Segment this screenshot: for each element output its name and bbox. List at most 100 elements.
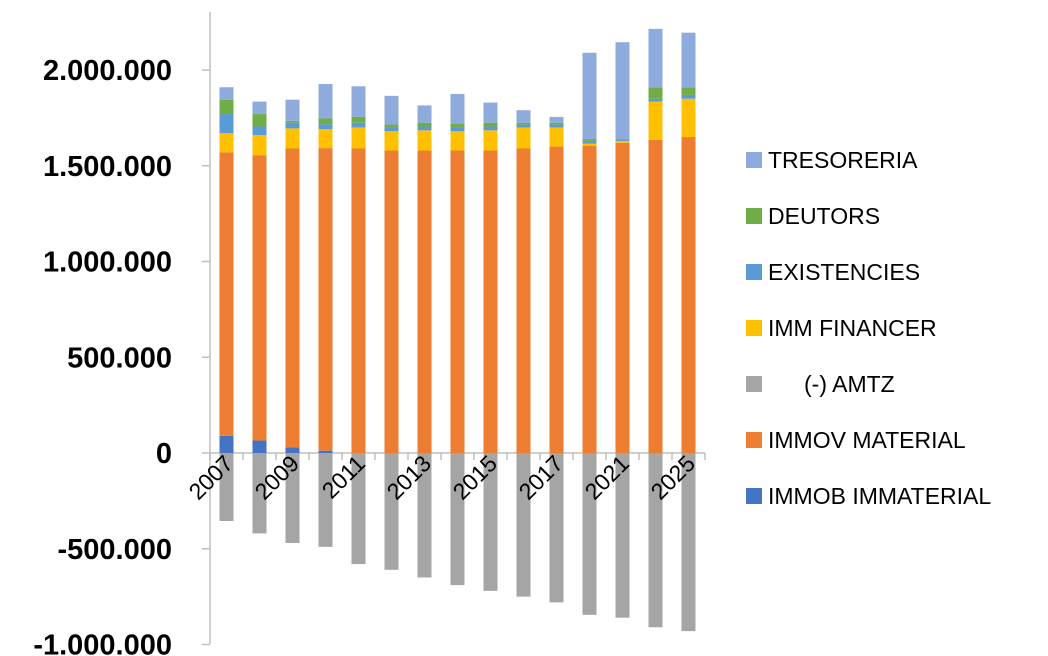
legend-swatch-immov-material <box>746 432 762 448</box>
bar-amtz-2016 <box>516 453 531 597</box>
bar-deutors-2021 <box>615 138 630 140</box>
bar-imm-financer-2011 <box>351 127 366 149</box>
bar-amtz-2015 <box>483 453 498 591</box>
bar-imm-financer-2019 <box>582 143 597 146</box>
bar-amtz-2007 <box>219 453 234 521</box>
legend-swatch-existencies <box>746 264 762 280</box>
legend-label-immov-material: IMMOV MATERIAL <box>768 427 966 453</box>
bar-imm-financer-2014 <box>450 131 465 151</box>
bar-immob-immaterial-2007 <box>219 435 234 453</box>
bar-tresoreria-2021 <box>615 42 630 139</box>
y-tick-label: 0 <box>156 438 172 470</box>
bar-imm-financer-2010 <box>318 128 333 149</box>
bar-immov-material-2019 <box>582 145 597 453</box>
bar-imm-financer-2023 <box>648 101 663 140</box>
bar-amtz-2011 <box>351 453 366 565</box>
bar-tresoreria-2011 <box>351 86 366 117</box>
bar-imm-financer-2017 <box>549 127 564 147</box>
legend-label-amtz: (-) AMTZ <box>804 371 895 397</box>
bar-immov-material-2012 <box>384 150 399 453</box>
y-tick-labels: -1.000.000 -500.000 0 500.000 1.000.000 1.500… <box>33 55 172 656</box>
bar-existencies-2013 <box>417 126 432 131</box>
bar-deutors-2016 <box>516 122 531 125</box>
bar-imm-financer-2012 <box>384 131 399 151</box>
bar-imm-financer-2013 <box>417 130 432 151</box>
bar-tresoreria-2009 <box>285 99 300 121</box>
legend-swatch-deutors <box>746 208 762 224</box>
bar-amtz-2012 <box>384 453 399 570</box>
bar-immov-material-2010 <box>318 148 333 451</box>
bar-existencies-2010 <box>318 124 333 129</box>
bar-amtz-2025 <box>681 453 696 632</box>
bar-deutors-2019 <box>582 138 597 141</box>
bar-amtz-2017 <box>549 453 564 603</box>
bar-immob-immaterial-2009 <box>285 447 300 453</box>
bar-existencies-2017 <box>549 124 564 128</box>
bar-tresoreria-2015 <box>483 102 498 123</box>
bar-existencies-2015 <box>483 126 498 131</box>
bar-imm-financer-2009 <box>285 128 300 149</box>
bar-immov-material-2025 <box>681 137 696 453</box>
legend-label-immob-immaterial: IMMOB IMMATERIAL <box>768 483 991 509</box>
bar-immov-material-2014 <box>450 150 465 453</box>
legend: TRESORERIA DEUTORS EXISTENCIES IMM FINANCER… <box>746 147 991 509</box>
bar-tresoreria-2010 <box>318 83 333 119</box>
bar-existencies-2021 <box>615 139 630 141</box>
bar-immov-material-2016 <box>516 148 531 453</box>
bars <box>219 28 696 632</box>
bar-amtz-2023 <box>648 453 663 628</box>
bar-existencies-2007 <box>219 114 234 134</box>
bar-deutors-2011 <box>351 116 366 123</box>
y-tick-label: 2.000.000 <box>43 55 172 87</box>
bar-immov-material-2009 <box>285 148 300 448</box>
bar-amtz-2008 <box>252 453 267 534</box>
bar-existencies-2025 <box>681 94 696 99</box>
bar-existencies-2016 <box>516 124 531 128</box>
y-tick-label: -1.000.000 <box>33 630 172 656</box>
bar-imm-financer-2008 <box>252 135 267 156</box>
bar-deutors-2009 <box>285 120 300 123</box>
bar-existencies-2011 <box>351 122 366 128</box>
bar-amtz-2009 <box>285 453 300 544</box>
bar-deutors-2012 <box>384 124 399 128</box>
bar-immov-material-2023 <box>648 139 663 453</box>
bar-tresoreria-2023 <box>648 28 663 88</box>
bar-immov-material-2013 <box>417 150 432 453</box>
bar-immov-material-2017 <box>549 146 564 453</box>
bar-deutors-2023 <box>648 87 663 99</box>
bar-existencies-2012 <box>384 127 399 132</box>
bar-tresoreria-2013 <box>417 105 432 123</box>
bar-immov-material-2015 <box>483 150 498 453</box>
bar-deutors-2025 <box>681 87 696 95</box>
bar-amtz-2014 <box>450 453 465 586</box>
legend-swatch-amtz <box>746 376 762 392</box>
legend-label-deutors: DEUTORS <box>768 203 880 229</box>
bar-imm-financer-2007 <box>219 133 234 153</box>
bar-tresoreria-2016 <box>516 110 531 123</box>
bar-tresoreria-2008 <box>252 101 267 115</box>
bar-amtz-2013 <box>417 453 432 578</box>
legend-label-existencies: EXISTENCIES <box>768 259 920 285</box>
bar-existencies-2009 <box>285 122 300 129</box>
bar-immov-material-2008 <box>252 155 267 441</box>
bar-tresoreria-2014 <box>450 93 465 124</box>
bar-deutors-2010 <box>318 118 333 125</box>
bar-deutors-2008 <box>252 114 267 127</box>
bar-existencies-2014 <box>450 127 465 132</box>
bar-existencies-2023 <box>648 98 663 102</box>
bar-tresoreria-2007 <box>219 87 234 100</box>
legend-label-imm-financer: IMM FINANCER <box>768 315 937 341</box>
bar-immob-immaterial-2010 <box>318 450 333 453</box>
bar-imm-financer-2025 <box>681 98 696 138</box>
bar-immov-material-2011 <box>351 148 366 453</box>
bar-immov-material-2021 <box>615 142 630 453</box>
bar-tresoreria-2025 <box>681 32 696 88</box>
bar-imm-financer-2021 <box>615 140 630 143</box>
y-tick-label: 1.500.000 <box>43 151 172 183</box>
bar-amtz-2010 <box>318 453 333 547</box>
y-tick-label: -500.000 <box>58 534 173 566</box>
bar-existencies-2019 <box>582 140 597 144</box>
bar-deutors-2014 <box>450 123 465 128</box>
bar-deutors-2013 <box>417 122 432 127</box>
